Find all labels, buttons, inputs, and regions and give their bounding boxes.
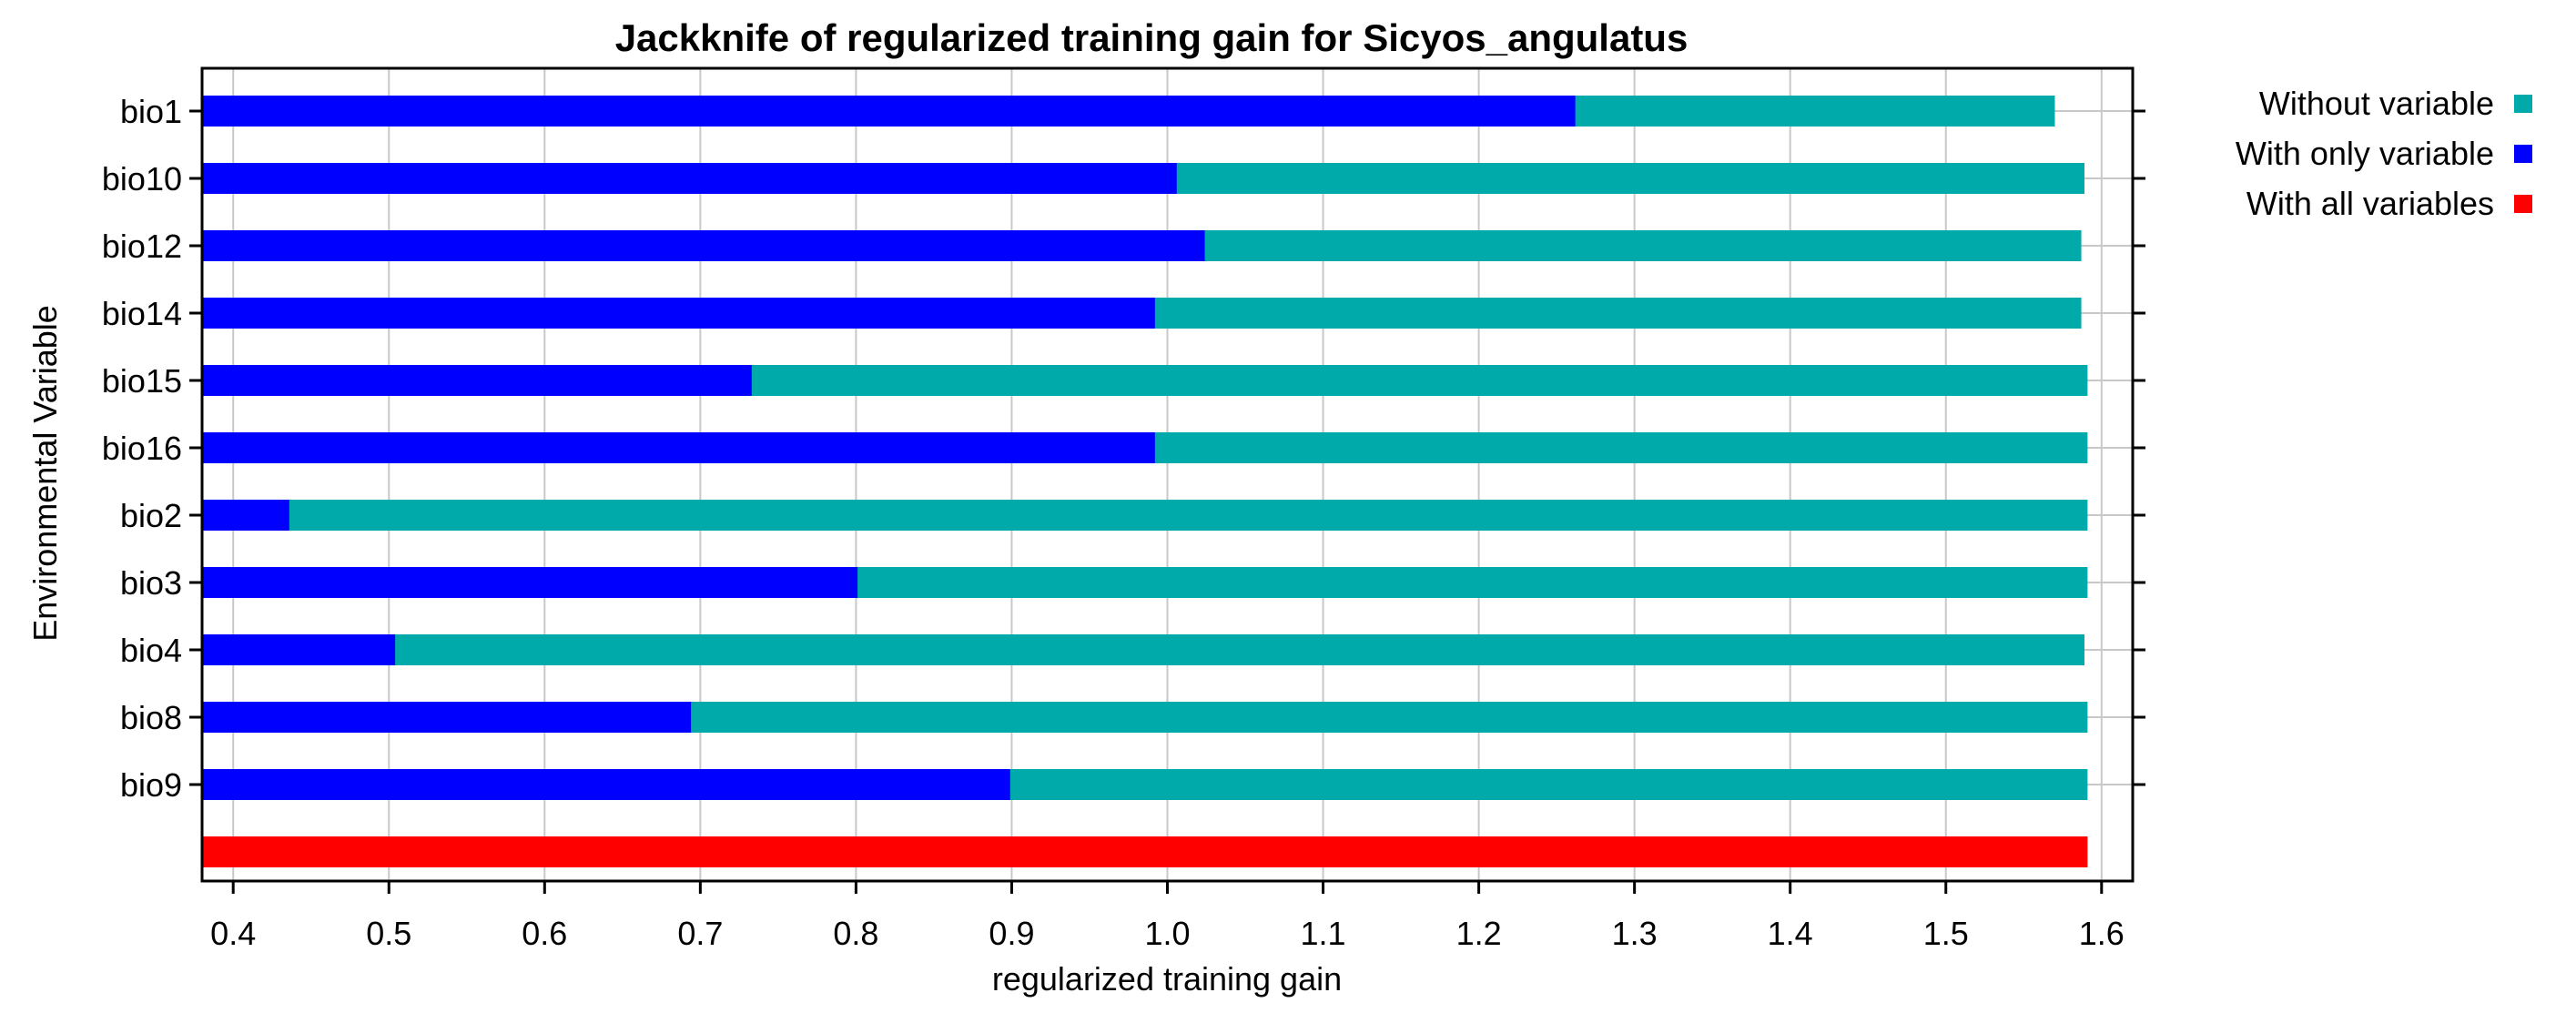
bar-with-only-variable	[202, 230, 1205, 261]
bar-with-only-variable	[202, 365, 752, 396]
bar-without-variable	[202, 500, 2088, 531]
bar-with-only-variable	[202, 567, 858, 598]
x-tick-label: 1.3	[1612, 915, 1658, 952]
x-tick-label: 1.0	[1144, 915, 1190, 952]
legend-swatch	[2514, 195, 2532, 213]
legend-label: Without variable	[2259, 85, 2494, 122]
bar-with-only-variable	[202, 96, 1576, 127]
x-tick-label: 0.4	[210, 915, 256, 952]
legend-swatch	[2514, 95, 2532, 113]
x-tick-label: 0.6	[522, 915, 567, 952]
y-tick-label: bio2	[120, 497, 182, 534]
legend-swatch	[2514, 145, 2532, 163]
y-tick-label: bio12	[102, 228, 182, 265]
bar-with-only-variable	[202, 634, 396, 665]
y-tick-label: bio10	[102, 160, 182, 198]
x-tick-label: 0.9	[989, 915, 1034, 952]
legend-label: With only variable	[2236, 135, 2494, 172]
x-axis-label: regularized training gain	[992, 960, 1342, 998]
y-tick-label: bio3	[120, 564, 182, 602]
y-tick-label: bio9	[120, 766, 182, 804]
bar-with-only-variable	[202, 298, 1155, 329]
bar-with-only-variable	[202, 163, 1177, 194]
y-tick-label: bio16	[102, 430, 182, 467]
y-tick-label: bio8	[120, 699, 182, 736]
bar-with-only-variable	[202, 702, 692, 733]
bar-without-variable	[202, 634, 2084, 665]
bar-with-only-variable	[202, 500, 289, 531]
x-tick-label: 1.1	[1301, 915, 1346, 952]
bars	[202, 96, 2088, 867]
bar-with-only-variable	[202, 769, 1010, 800]
axis-ticks: 0.4 0.5 0.6 0.7 0.8 0.9 1.0 1.1 1.2 1.3 1.4 1.5 1.6 b…	[102, 93, 2145, 952]
x-tick-label: 1.6	[2079, 915, 2125, 952]
bar-with-all-variables	[202, 836, 2088, 867]
x-tick-label: 0.7	[677, 915, 723, 952]
legend: Without variable With only variable With a…	[2236, 85, 2532, 222]
x-tick-label: 1.5	[1923, 915, 1969, 952]
legend-label: With all variables	[2246, 185, 2494, 222]
x-tick-label: 0.5	[366, 915, 411, 952]
y-tick-label: bio1	[120, 93, 182, 130]
y-tick-label: bio14	[102, 295, 182, 332]
y-tick-label: bio15	[102, 362, 182, 400]
y-axis-label: Environmental Variable	[26, 305, 64, 642]
chart-title: Jackknife of regularized training gain f…	[615, 16, 1689, 59]
x-tick-label: 1.4	[1768, 915, 1813, 952]
bar-with-only-variable	[202, 432, 1155, 463]
x-tick-label: 1.2	[1456, 915, 1502, 952]
y-tick-label: bio4	[120, 632, 182, 669]
x-tick-label: 0.8	[833, 915, 878, 952]
